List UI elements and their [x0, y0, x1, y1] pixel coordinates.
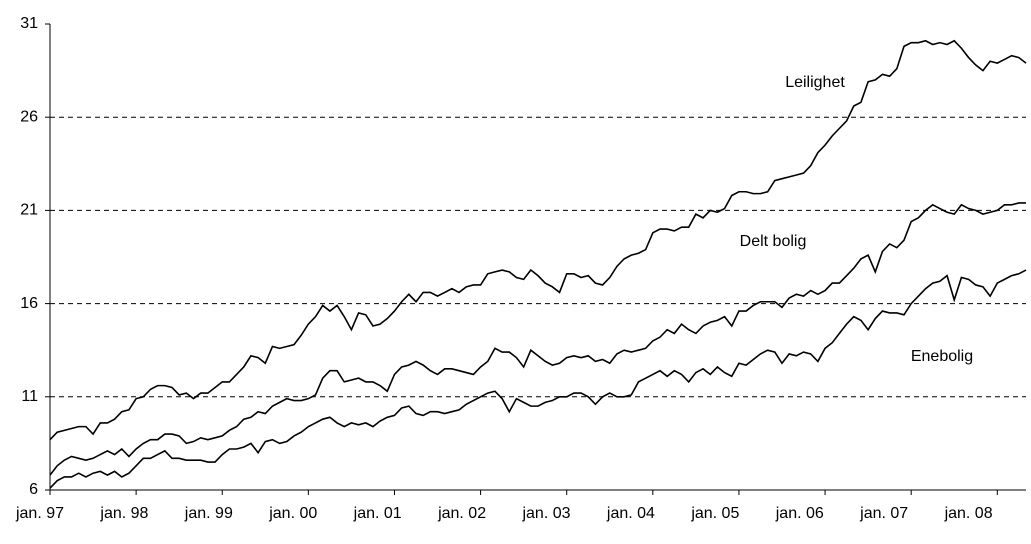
- y-tick-label: 31: [20, 15, 38, 32]
- y-tick-label: 26: [20, 108, 38, 125]
- x-tick-label: jan. 02: [437, 505, 486, 522]
- x-tick-label: jan. 07: [859, 505, 908, 522]
- x-tick-label: jan. 01: [353, 505, 402, 522]
- series-line: [49, 269, 1027, 489]
- y-tick-label: 16: [20, 295, 38, 312]
- x-tick-label: jan. 05: [690, 505, 739, 522]
- y-tick-label: 21: [20, 202, 38, 219]
- y-tick-label: 6: [29, 481, 38, 498]
- x-tick-label: jan. 97: [15, 505, 64, 522]
- x-tick-label: jan. 06: [775, 505, 824, 522]
- series-label: Delt bolig: [740, 233, 807, 250]
- x-tick-label: jan. 00: [268, 505, 317, 522]
- x-tick-label: jan. 03: [521, 505, 570, 522]
- x-tick-label: jan. 04: [606, 505, 655, 522]
- x-tick-label: jan. 98: [99, 505, 148, 522]
- series-label: Leilighet: [785, 74, 845, 91]
- series-line: [49, 39, 1027, 441]
- x-tick-label: jan. 99: [184, 505, 233, 522]
- y-tick-label: 11: [21, 388, 38, 405]
- series-label: Enebolig: [911, 348, 973, 365]
- x-tick-label: jan. 08: [944, 505, 993, 522]
- series-line: [49, 202, 1026, 476]
